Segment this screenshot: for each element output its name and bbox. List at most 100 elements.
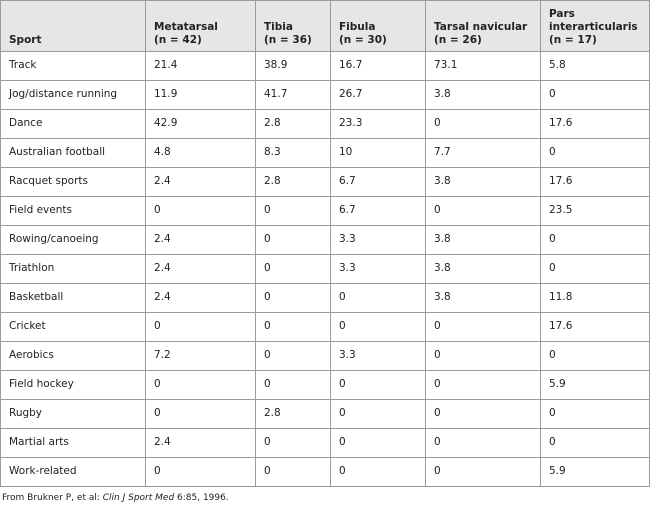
value-cell: 0 — [255, 283, 331, 313]
sport-cell: Cricket — [0, 312, 146, 342]
value-cell: 17.6 — [540, 167, 650, 197]
value-cell: 5.8 — [540, 51, 650, 81]
value-cell: 6.7 — [330, 167, 426, 197]
value-cell: 5.9 — [540, 457, 650, 487]
value-cell: 0 — [330, 428, 426, 458]
column-header: Pars interarticularis (n = 17) — [540, 0, 650, 52]
table-row: Work-related 0 0 0 0 5.9 — [0, 457, 650, 487]
value-cell: 4.8 — [145, 138, 256, 168]
value-cell: 2.8 — [255, 109, 331, 139]
value-cell: 73.1 — [425, 51, 541, 81]
value-cell: 2.4 — [145, 283, 256, 313]
value-cell: 2.8 — [255, 399, 331, 429]
table-row: Aerobics 7.2 0 3.3 0 0 — [0, 341, 650, 371]
table-row: Jog/distance running 11.9 41.7 26.7 3.8 0 — [0, 80, 650, 110]
value-cell: 3.3 — [330, 225, 426, 255]
table-body: Track 21.4 38.9 16.7 73.1 5.8 Jog/distance run… — [0, 51, 650, 487]
table-row: Triathlon 2.4 0 3.3 3.8 0 — [0, 254, 650, 284]
value-cell: 7.2 — [145, 341, 256, 371]
value-cell: 2.4 — [145, 225, 256, 255]
value-cell: 0 — [425, 196, 541, 226]
value-cell: 17.6 — [540, 312, 650, 342]
value-cell: 41.7 — [255, 80, 331, 110]
value-cell: 0 — [330, 457, 426, 487]
value-cell: 3.8 — [425, 254, 541, 284]
value-cell: 5.9 — [540, 370, 650, 400]
value-cell: 38.9 — [255, 51, 331, 81]
column-count: (n = 42) — [154, 34, 202, 46]
column-header: Metatarsal (n = 42) — [145, 0, 256, 52]
column-name: Tarsal navicular — [434, 21, 528, 33]
value-cell: 0 — [145, 312, 256, 342]
value-cell: 0 — [425, 109, 541, 139]
value-cell: 0 — [145, 457, 256, 487]
sport-cell: Aerobics — [0, 341, 146, 371]
value-cell: 0 — [540, 254, 650, 284]
column-name: Tibia — [264, 21, 293, 33]
value-cell: 2.8 — [255, 167, 331, 197]
value-cell: 7.7 — [425, 138, 541, 168]
value-cell: 0 — [425, 312, 541, 342]
sport-cell: Rowing/canoeing — [0, 225, 146, 255]
value-cell: 3.8 — [425, 80, 541, 110]
table-row: Field events 0 0 6.7 0 23.5 — [0, 196, 650, 226]
column-name: Fibula — [339, 21, 376, 33]
table-row: Rugby 0 2.8 0 0 0 — [0, 399, 650, 429]
value-cell: 42.9 — [145, 109, 256, 139]
table-row: Field hockey 0 0 0 0 5.9 — [0, 370, 650, 400]
value-cell: 0 — [425, 370, 541, 400]
value-cell: 2.4 — [145, 254, 256, 284]
table-row: Rowing/canoeing 2.4 0 3.3 3.8 0 — [0, 225, 650, 255]
value-cell: 2.4 — [145, 167, 256, 197]
value-cell: 23.5 — [540, 196, 650, 226]
value-cell: 0 — [145, 399, 256, 429]
value-cell: 0 — [540, 399, 650, 429]
value-cell: 11.8 — [540, 283, 650, 313]
value-cell: 3.8 — [425, 283, 541, 313]
sport-cell: Australian football — [0, 138, 146, 168]
value-cell: 2.4 — [145, 428, 256, 458]
value-cell: 0 — [425, 428, 541, 458]
column-header: Tibia (n = 36) — [255, 0, 331, 52]
sport-cell: Racquet sports — [0, 167, 146, 197]
value-cell: 3.3 — [330, 254, 426, 284]
column-name: Metatarsal — [154, 21, 218, 33]
value-cell: 3.3 — [330, 341, 426, 371]
table-row: Cricket 0 0 0 0 17.6 — [0, 312, 650, 342]
source-note: From Brukner P, et al: Clin J Sport Med … — [2, 493, 650, 503]
source-text: From Brukner P, et al: — [2, 493, 103, 503]
value-cell: 10 — [330, 138, 426, 168]
value-cell: 0 — [255, 225, 331, 255]
header-row: Sport Metatarsal (n = 42) Tibia (n = 36) Fibu… — [0, 0, 650, 52]
value-cell: 0 — [255, 457, 331, 487]
table-row: Basketball 2.4 0 0 3.8 11.8 — [0, 283, 650, 313]
value-cell: 0 — [540, 138, 650, 168]
value-cell: 0 — [425, 341, 541, 371]
sport-cell: Rugby — [0, 399, 146, 429]
value-cell: 8.3 — [255, 138, 331, 168]
table-row: Dance 42.9 2.8 23.3 0 17.6 — [0, 109, 650, 139]
column-name: Sport — [9, 34, 42, 46]
value-cell: 0 — [145, 196, 256, 226]
source-text: 6:85, 1996. — [174, 493, 229, 503]
data-table: Sport Metatarsal (n = 42) Tibia (n = 36) Fibu… — [0, 0, 650, 487]
table-row: Australian football 4.8 8.3 10 7.7 0 — [0, 138, 650, 168]
value-cell: 0 — [540, 428, 650, 458]
column-count: (n = 17) — [549, 34, 597, 46]
value-cell: 17.6 — [540, 109, 650, 139]
column-count: (n = 26) — [434, 34, 482, 46]
column-header: Sport — [0, 0, 146, 52]
value-cell: 3.8 — [425, 225, 541, 255]
sport-cell: Jog/distance running — [0, 80, 146, 110]
sport-cell: Field events — [0, 196, 146, 226]
value-cell: 6.7 — [330, 196, 426, 226]
value-cell: 0 — [425, 399, 541, 429]
column-name: Pars interarticularis — [549, 8, 638, 33]
value-cell: 0 — [330, 312, 426, 342]
value-cell: 3.8 — [425, 167, 541, 197]
value-cell: 26.7 — [330, 80, 426, 110]
value-cell: 0 — [255, 341, 331, 371]
sport-cell: Dance — [0, 109, 146, 139]
value-cell: 0 — [255, 254, 331, 284]
